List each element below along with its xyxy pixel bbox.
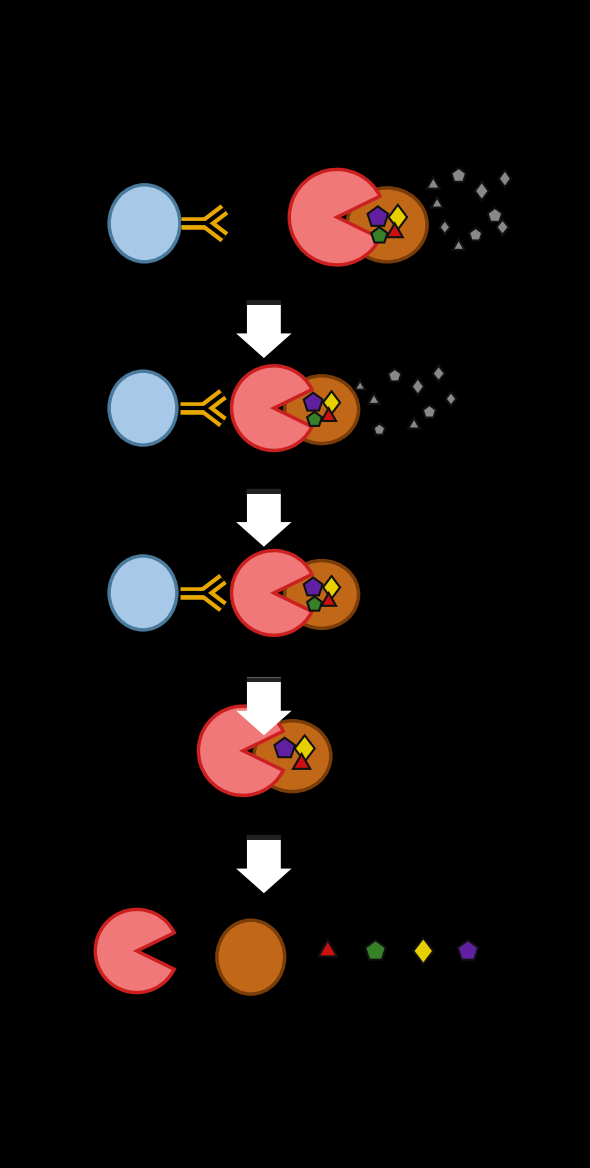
Polygon shape	[387, 223, 403, 237]
Polygon shape	[371, 227, 388, 243]
Ellipse shape	[109, 185, 180, 262]
Polygon shape	[323, 391, 340, 413]
Polygon shape	[307, 597, 322, 611]
Polygon shape	[445, 392, 457, 405]
Polygon shape	[496, 220, 509, 235]
Ellipse shape	[254, 721, 331, 792]
Polygon shape	[304, 392, 323, 411]
Ellipse shape	[109, 556, 177, 630]
Polygon shape	[368, 207, 388, 225]
Polygon shape	[247, 489, 281, 494]
Polygon shape	[236, 835, 291, 894]
Polygon shape	[307, 412, 322, 426]
Wedge shape	[231, 550, 312, 635]
Polygon shape	[323, 576, 340, 599]
Polygon shape	[413, 938, 433, 964]
Polygon shape	[365, 940, 386, 960]
Polygon shape	[247, 300, 281, 305]
Polygon shape	[389, 204, 407, 229]
Wedge shape	[95, 910, 174, 993]
Polygon shape	[388, 369, 401, 382]
Polygon shape	[487, 208, 502, 222]
Polygon shape	[319, 940, 337, 957]
Polygon shape	[304, 577, 323, 596]
Polygon shape	[440, 221, 450, 234]
Ellipse shape	[347, 188, 427, 262]
Polygon shape	[475, 182, 489, 200]
Polygon shape	[247, 677, 281, 682]
Polygon shape	[432, 366, 445, 381]
Polygon shape	[322, 593, 336, 606]
Polygon shape	[236, 489, 291, 547]
Ellipse shape	[284, 376, 359, 444]
Wedge shape	[198, 707, 283, 795]
Polygon shape	[499, 171, 511, 187]
Polygon shape	[427, 178, 440, 189]
Polygon shape	[355, 381, 365, 390]
Polygon shape	[451, 168, 466, 182]
Polygon shape	[412, 378, 424, 395]
Polygon shape	[322, 409, 336, 420]
Polygon shape	[294, 736, 314, 762]
Polygon shape	[453, 239, 465, 250]
Polygon shape	[408, 418, 420, 429]
Polygon shape	[274, 738, 295, 757]
Polygon shape	[247, 835, 281, 840]
Wedge shape	[231, 366, 312, 451]
Ellipse shape	[109, 371, 177, 445]
Polygon shape	[423, 405, 436, 418]
Ellipse shape	[217, 920, 284, 994]
Polygon shape	[293, 753, 310, 769]
Ellipse shape	[284, 561, 359, 628]
Polygon shape	[236, 300, 291, 359]
Polygon shape	[431, 197, 443, 208]
Polygon shape	[368, 394, 380, 404]
Wedge shape	[289, 169, 380, 265]
Polygon shape	[469, 228, 482, 241]
Polygon shape	[373, 424, 385, 434]
Polygon shape	[458, 940, 478, 960]
Polygon shape	[236, 677, 291, 736]
